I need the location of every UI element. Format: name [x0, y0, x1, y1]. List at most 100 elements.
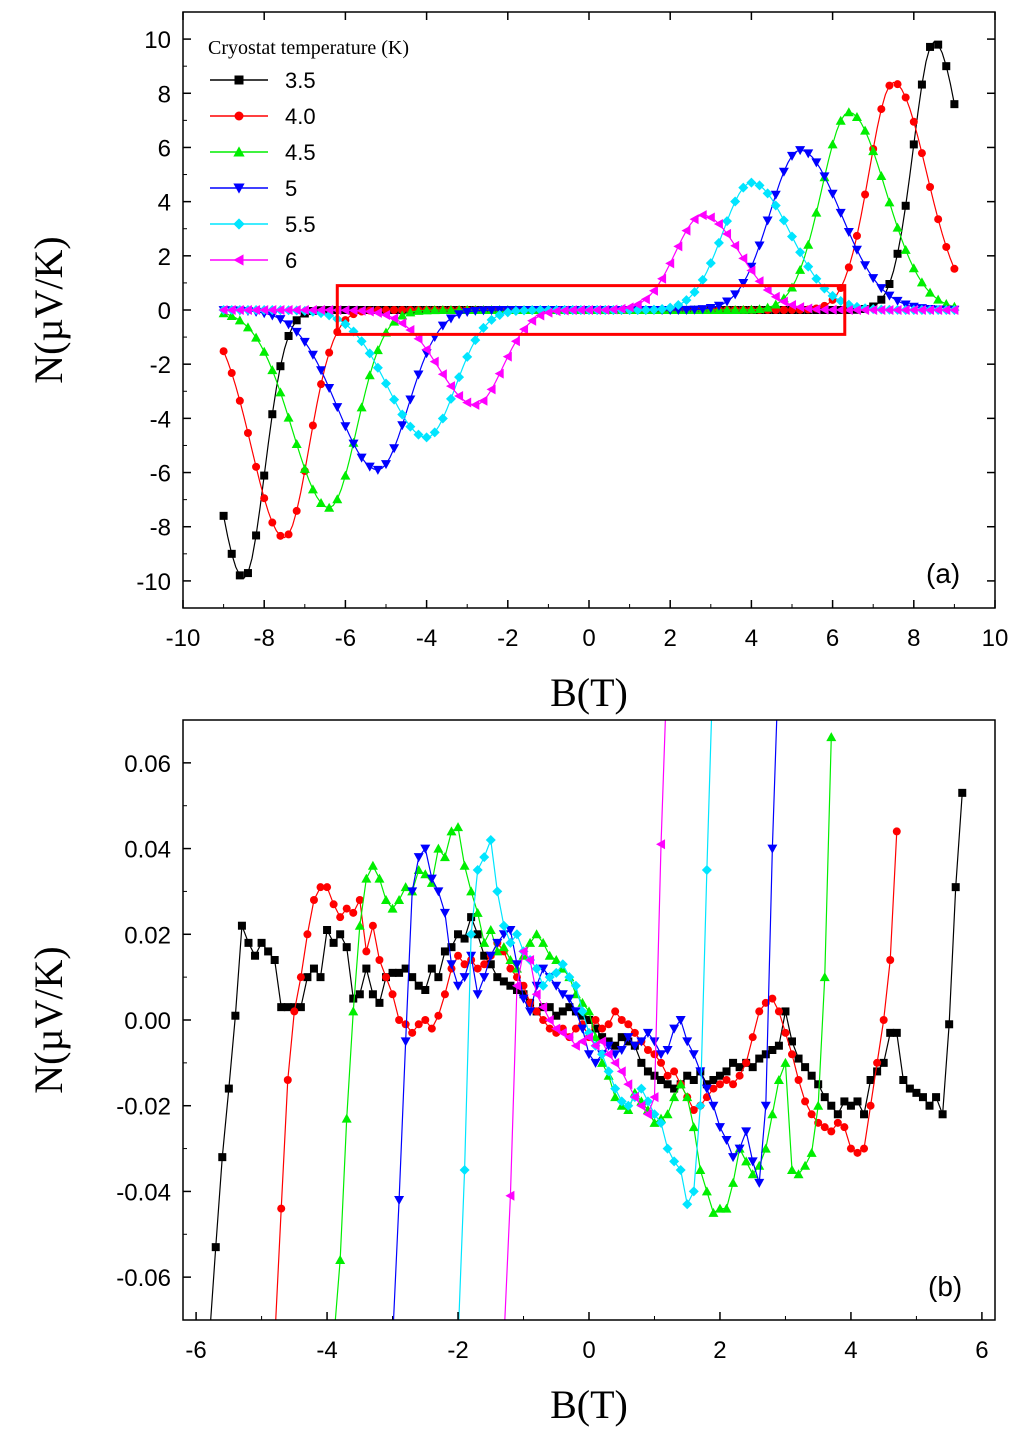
data-point [695, 1100, 706, 1111]
series-6 [218, 210, 959, 410]
data-point [251, 951, 260, 960]
data-point [649, 1037, 660, 1047]
data-point [237, 921, 246, 930]
data-point [616, 1096, 627, 1107]
data-point [375, 998, 384, 1007]
data-point [662, 1046, 673, 1055]
data-point [454, 310, 465, 320]
data-point [400, 1037, 411, 1047]
data-point [355, 990, 364, 999]
data-point [892, 304, 902, 315]
data-point [682, 1092, 693, 1102]
data-point [657, 1076, 666, 1084]
data-point [846, 1144, 855, 1153]
data-point [603, 1066, 614, 1077]
data-point [806, 1147, 817, 1157]
data-point [604, 1037, 613, 1046]
data-point [473, 964, 482, 973]
data-point [329, 938, 338, 947]
data-point [462, 397, 472, 408]
data-point [916, 277, 927, 287]
data-point [420, 844, 431, 854]
data-point [762, 188, 773, 199]
data-point [590, 1040, 600, 1051]
data-point [527, 305, 538, 316]
legend-marker [233, 218, 245, 230]
data-point [231, 1011, 240, 1020]
data-point [958, 788, 967, 797]
data-point [713, 237, 724, 248]
data-point [912, 1088, 921, 1097]
data-point [362, 947, 371, 956]
data-point [364, 306, 374, 317]
data-point [807, 1110, 816, 1119]
data-point [844, 263, 853, 272]
data-point [819, 172, 830, 182]
data-point [531, 989, 541, 1000]
data-point [637, 1058, 646, 1067]
data-point [459, 1165, 470, 1175]
data-point [505, 937, 516, 948]
data-point [316, 305, 326, 316]
data-point [892, 222, 903, 232]
data-point [506, 964, 515, 973]
data-point [598, 1033, 607, 1042]
data-point [742, 1058, 751, 1067]
data-point [893, 249, 902, 258]
data-point [623, 1100, 634, 1111]
data-point [389, 394, 400, 405]
data-point [807, 1071, 816, 1080]
data-point [738, 182, 749, 193]
data-point [877, 105, 886, 114]
data-point [934, 215, 943, 224]
data-point [697, 210, 707, 221]
data-point [669, 1024, 680, 1034]
data-point [714, 1123, 725, 1133]
data-point [610, 1057, 620, 1068]
data-point [873, 1058, 882, 1067]
data-point [551, 1023, 561, 1034]
data-point [623, 1033, 634, 1043]
data-point [584, 304, 593, 315]
data-point [538, 964, 549, 974]
panel-b-xlabel: B(T) [550, 1382, 628, 1427]
data-point [803, 149, 814, 159]
data-point [551, 306, 561, 317]
legend-label: 5.5 [285, 212, 316, 237]
panel-a-ylabel: N(µV/K) [26, 236, 71, 383]
data-point [510, 306, 521, 317]
data-point [918, 1093, 927, 1102]
data-point [290, 1007, 299, 1016]
data-point [721, 1203, 732, 1213]
panel-a-legend: Cryostat temperature (K) 3.5 4.0 4.5 5 5.5 6 [208, 37, 409, 273]
data-point [949, 305, 959, 315]
data-point [544, 950, 555, 960]
data-point [527, 315, 537, 326]
data-point [427, 1024, 436, 1033]
data-point [453, 822, 464, 832]
data-point [835, 304, 845, 315]
legend-label: 3.5 [285, 68, 316, 93]
data-point [502, 307, 513, 318]
data-point [414, 981, 423, 990]
data-point [454, 391, 464, 402]
data-point [498, 920, 509, 931]
zoom-highlight-box [335, 284, 847, 336]
y-tick-label: 0.04 [124, 837, 171, 864]
data-point [747, 1157, 758, 1167]
data-point [575, 305, 585, 316]
data-point [683, 1071, 692, 1080]
data-point [649, 1117, 660, 1127]
data-point [564, 972, 575, 983]
data-point [643, 1067, 652, 1076]
data-point [552, 1011, 561, 1020]
y-tick-label: 0.06 [124, 751, 171, 778]
legend-marker [234, 111, 244, 121]
data-point [479, 973, 490, 983]
data-point [251, 332, 262, 342]
data-point [275, 387, 286, 397]
data-point [787, 300, 796, 311]
x-tick-label: -10 [166, 625, 201, 652]
data-point [551, 981, 562, 991]
data-point [721, 1136, 732, 1145]
